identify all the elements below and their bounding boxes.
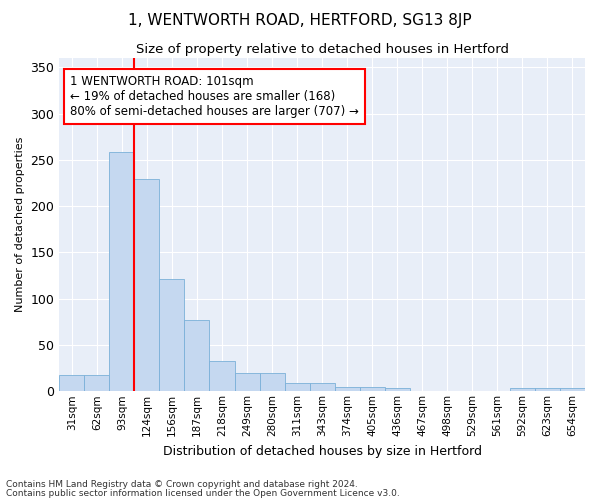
- Text: Contains HM Land Registry data © Crown copyright and database right 2024.: Contains HM Land Registry data © Crown c…: [6, 480, 358, 489]
- Y-axis label: Number of detached properties: Number of detached properties: [15, 137, 25, 312]
- Bar: [510, 388, 535, 392]
- X-axis label: Distribution of detached houses by size in Hertford: Distribution of detached houses by size …: [163, 444, 482, 458]
- Bar: [385, 388, 410, 392]
- Bar: [284, 383, 310, 392]
- Text: 1, WENTWORTH ROAD, HERTFORD, SG13 8JP: 1, WENTWORTH ROAD, HERTFORD, SG13 8JP: [128, 12, 472, 28]
- Text: Contains public sector information licensed under the Open Government Licence v3: Contains public sector information licen…: [6, 488, 400, 498]
- Bar: [134, 180, 160, 392]
- Bar: [359, 386, 385, 392]
- Bar: [160, 280, 184, 392]
- Bar: [560, 388, 585, 392]
- Bar: [59, 374, 85, 392]
- Bar: [209, 360, 235, 392]
- Bar: [260, 373, 284, 392]
- Title: Size of property relative to detached houses in Hertford: Size of property relative to detached ho…: [136, 42, 509, 56]
- Bar: [184, 320, 209, 392]
- Bar: [109, 152, 134, 392]
- Bar: [535, 388, 560, 392]
- Bar: [85, 374, 109, 392]
- Bar: [335, 386, 359, 392]
- Bar: [310, 383, 335, 392]
- Bar: [235, 373, 260, 392]
- Text: 1 WENTWORTH ROAD: 101sqm
← 19% of detached houses are smaller (168)
80% of semi-: 1 WENTWORTH ROAD: 101sqm ← 19% of detach…: [70, 74, 359, 118]
